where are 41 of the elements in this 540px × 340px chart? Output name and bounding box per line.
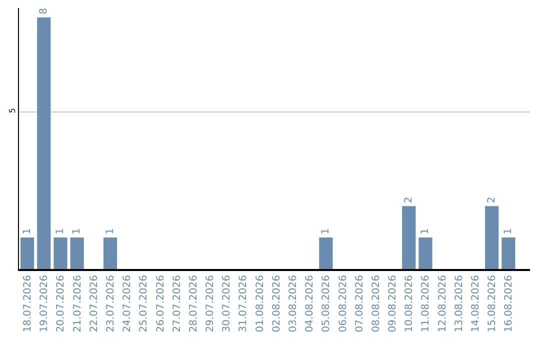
x-tick-label: 14.08.2026	[470, 275, 482, 332]
x-tick-label: 06.08.2026	[338, 275, 349, 332]
data-label: 1	[320, 228, 332, 235]
x-tick-label: 16.08.2026	[504, 275, 515, 332]
x-tick-label: 28.07.2026	[188, 275, 200, 332]
x-tick-label: 26.07.2026	[155, 275, 166, 332]
y-tick-label: 5	[8, 108, 17, 114]
x-tick-label: 18.07.2026	[22, 275, 34, 332]
x-tick-label: 12.08.2026	[437, 275, 448, 332]
x-tick-label: 23.07.2026	[106, 275, 116, 332]
data-label: 1	[22, 228, 33, 235]
data-label: 1	[420, 228, 431, 235]
x-tick-label: 29.07.2026	[205, 275, 216, 332]
data-label: 1	[72, 228, 83, 235]
x-tick-label: 15.08.2026	[487, 275, 498, 332]
x-tick-label: 07.08.2026	[354, 275, 366, 332]
x-tick-label: 03.08.2026	[288, 275, 299, 332]
x-tick-label: 19.07.2026	[39, 275, 50, 332]
x-tick-label: 30.07.2026	[222, 275, 233, 332]
x-tick-label: 20.07.2026	[56, 275, 67, 332]
x-tick-label: 02.08.2026	[271, 275, 282, 332]
x-tick-label: 25.07.2026	[138, 275, 150, 332]
x-tick-label: 11.08.2026	[420, 275, 432, 332]
x-tick-label: 01.08.2026	[254, 275, 266, 332]
x-tick-label: 05.08.2026	[321, 275, 332, 332]
x-tick-label: 04.08.2026	[304, 275, 316, 332]
x-tick-label: 31.07.2026	[238, 275, 250, 332]
x-tick-label: 10.08.2026	[404, 275, 416, 332]
data-label: 2	[486, 196, 498, 204]
x-tick-label: 08.08.2026	[370, 275, 382, 332]
x-tick-label: 13.08.2026	[454, 275, 465, 332]
data-label: 1	[502, 228, 514, 235]
data-label: 2	[403, 196, 414, 204]
x-tick-label: 22.07.2026	[88, 275, 100, 332]
data-label: 8	[38, 8, 50, 14]
x-tick-label: 21.07.2026	[72, 275, 84, 332]
data-label: 1	[54, 228, 66, 235]
x-tick-label: 24.07.2026	[122, 275, 134, 332]
data-label: 1	[104, 228, 116, 235]
x-tick-label: 27.07.2026	[172, 275, 183, 332]
x-tick-label: 09.08.2026	[388, 275, 399, 332]
